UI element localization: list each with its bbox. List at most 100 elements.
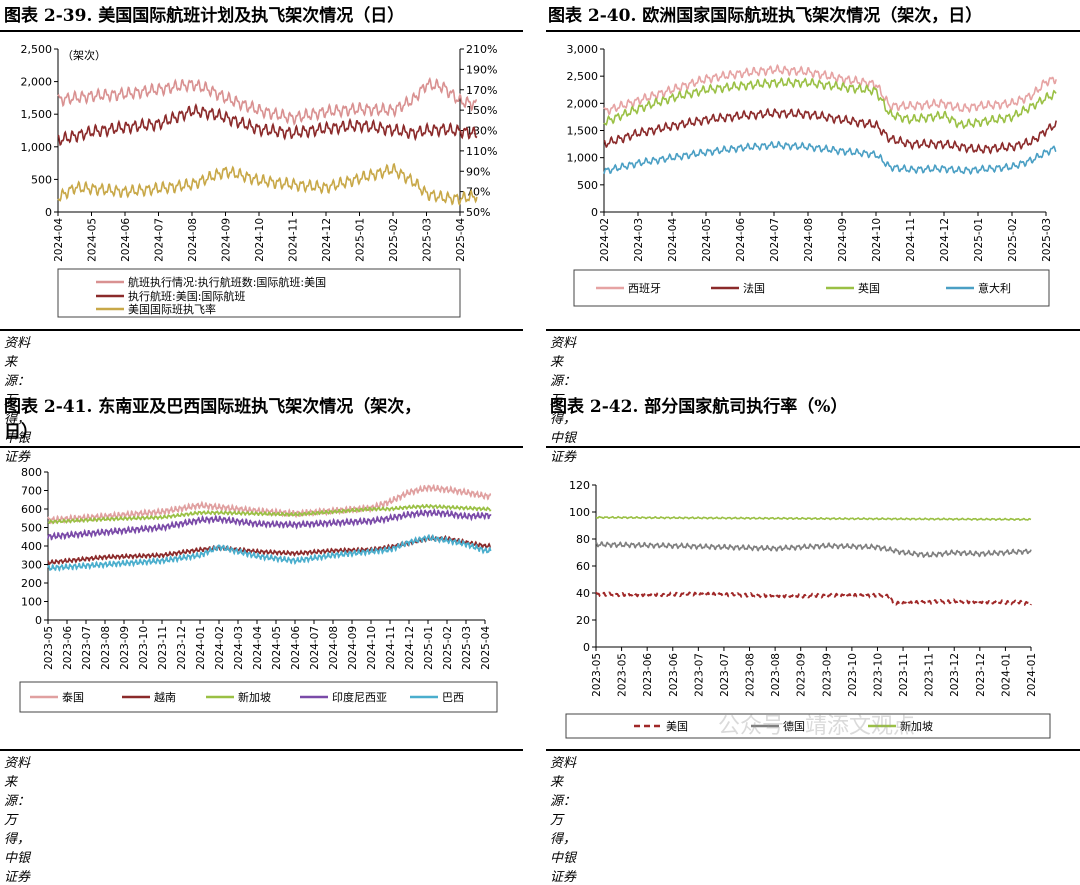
- y-tick-label: 0: [583, 641, 590, 654]
- x-tick-label: 2024-07: [309, 626, 321, 670]
- legend-label: 法国: [743, 281, 765, 295]
- x-tick-label: 2024-10: [871, 218, 883, 262]
- x-tick-label: 2024-08: [187, 218, 199, 262]
- panel-title-line1: 图表 2-41. 东南亚及巴西国际班执飞架次情况（架次，: [4, 397, 422, 417]
- y-tick-label: 300: [21, 559, 42, 572]
- x-tick-label: 2023-08: [770, 653, 782, 697]
- x-tick-label: 2023-06: [642, 653, 654, 697]
- series-line-4: [47, 507, 492, 541]
- legend-label: 美国: [666, 720, 688, 733]
- y-tick-label: 400: [21, 540, 42, 553]
- title-rule: [546, 446, 1080, 448]
- x-tick-label: 2025-01: [355, 218, 367, 262]
- x-tick-label: 2025-02: [388, 218, 400, 262]
- y-tick-label: 80: [576, 533, 590, 546]
- source-note: 资料来源：万得，中银证券: [4, 756, 31, 885]
- y-tick-label: 0: [45, 206, 52, 219]
- source-note: 资料来源：万得，中银证券: [4, 336, 31, 465]
- bottom-rule: [546, 329, 1080, 331]
- y2-tick-label: 110%: [466, 145, 497, 158]
- title-rule: [0, 30, 523, 32]
- x-tick-label: 2024-03: [233, 626, 245, 670]
- x-tick-label: 2024-10: [254, 218, 266, 262]
- y-tick-label: 1,000: [567, 152, 599, 165]
- legend-label: 巴西: [442, 691, 464, 704]
- y-tick-label: 2,000: [21, 76, 53, 89]
- y-tick-label: 500: [577, 179, 598, 192]
- x-tick-label: 2023-06: [668, 653, 680, 697]
- y2-tick-label: 210%: [466, 43, 497, 56]
- y-tick-label: 20: [576, 614, 590, 627]
- series-line-2: [57, 102, 478, 147]
- x-tick-label: 2024-12: [321, 218, 333, 262]
- bottom-rule: [0, 749, 523, 751]
- y-tick-label: 800: [21, 466, 42, 479]
- y2-tick-label: 190%: [466, 63, 497, 76]
- x-tick-label: 2023-08: [745, 653, 757, 697]
- y2-tick-label: 150%: [466, 104, 497, 117]
- series-line-1: [47, 483, 492, 525]
- x-tick-label: 2024-08: [328, 626, 340, 670]
- y-tick-label: 1,000: [21, 141, 53, 154]
- y-tick-label: 1,500: [21, 108, 53, 121]
- x-tick-label: 2024-04: [667, 218, 679, 262]
- x-tick-label: 2024-02: [599, 218, 611, 262]
- x-tick-label: 2023-07: [719, 653, 731, 697]
- y-tick-label: 200: [21, 577, 42, 590]
- bottom-rule: [546, 749, 1080, 751]
- chart-c41: 0 100 200 300 400 500 600 700 800 2023-05 2023-06 2…: [19, 466, 498, 713]
- x-tick-label: 2023-09: [821, 653, 833, 697]
- series-line-3: [47, 503, 492, 525]
- chart-c39: 05001,0001,5002,0002,50050%70%90%110%130…: [21, 43, 497, 318]
- x-tick-label: 2024-07: [769, 218, 781, 262]
- x-tick-label: 2023-11: [898, 653, 910, 697]
- x-tick-label: 2025-02: [442, 626, 454, 670]
- y-tick-label: 500: [21, 522, 42, 535]
- x-tick-label: 2024-03: [633, 218, 645, 262]
- x-tick-label: 2023-06: [62, 626, 74, 670]
- legend-label: 西班牙: [628, 282, 661, 295]
- x-tick-label: 2023-12: [949, 653, 961, 697]
- x-tick-label: 2024-09: [837, 218, 849, 262]
- x-tick-label: 2023-12: [176, 626, 188, 670]
- x-tick-label: 2023-09: [796, 653, 808, 697]
- legend-label: 印度尼西亚: [332, 690, 387, 704]
- x-tick-label: 2024-04: [252, 626, 264, 670]
- x-tick-label: 2024-09: [347, 626, 359, 670]
- x-tick-label: 2025-03: [422, 218, 434, 262]
- x-tick-label: 2024-08: [803, 218, 815, 262]
- series-line-1: [57, 76, 477, 126]
- y2-tick-label: 90%: [466, 165, 490, 178]
- y-tick-label: 2,500: [21, 43, 53, 56]
- x-tick-label: 2023-07: [693, 653, 705, 697]
- legend-label: 意大利: [978, 281, 1011, 295]
- x-tick-label: 2024-12: [404, 626, 416, 670]
- x-tick-label: 2023-11: [924, 653, 936, 697]
- x-tick-label: 2025-03: [1041, 218, 1053, 262]
- x-tick-label: 2024-05: [701, 218, 713, 262]
- y-tick-label: 1,500: [567, 125, 599, 138]
- series-line-2: [603, 107, 1057, 155]
- series-line-3: [603, 76, 1057, 130]
- series-line-5: [47, 533, 492, 572]
- watermark: 公众号 · 靖添文观点: [718, 714, 915, 739]
- unit-label: （架次）: [62, 48, 106, 62]
- x-tick-label: 2024-01: [1026, 653, 1038, 697]
- y-tick-label: 3,000: [567, 43, 599, 56]
- x-tick-label: 2024-04: [53, 218, 65, 262]
- x-tick-label: 2023-05: [617, 653, 629, 697]
- legend-label: 新加坡: [238, 690, 271, 704]
- y-tick-label: 100: [21, 596, 42, 609]
- x-tick-label: 2024-06: [120, 218, 132, 262]
- series-line-2: [595, 541, 1032, 559]
- x-tick-label: 2024-02: [214, 626, 226, 670]
- x-tick-label: 2023-07: [81, 626, 93, 670]
- x-tick-label: 2023-05: [43, 626, 55, 670]
- x-tick-label: 2023-10: [872, 653, 884, 697]
- chart-c40: 0 500 1,000 1,500 2,000 2,500 3,000 2024-02 2024…: [567, 43, 1057, 307]
- x-tick-label: 2025-01: [973, 218, 985, 262]
- title-rule: [546, 30, 1080, 32]
- panel-title-line2: 日）: [4, 422, 38, 442]
- y-tick-label: 60: [576, 560, 590, 573]
- x-tick-label: 2023-12: [975, 653, 987, 697]
